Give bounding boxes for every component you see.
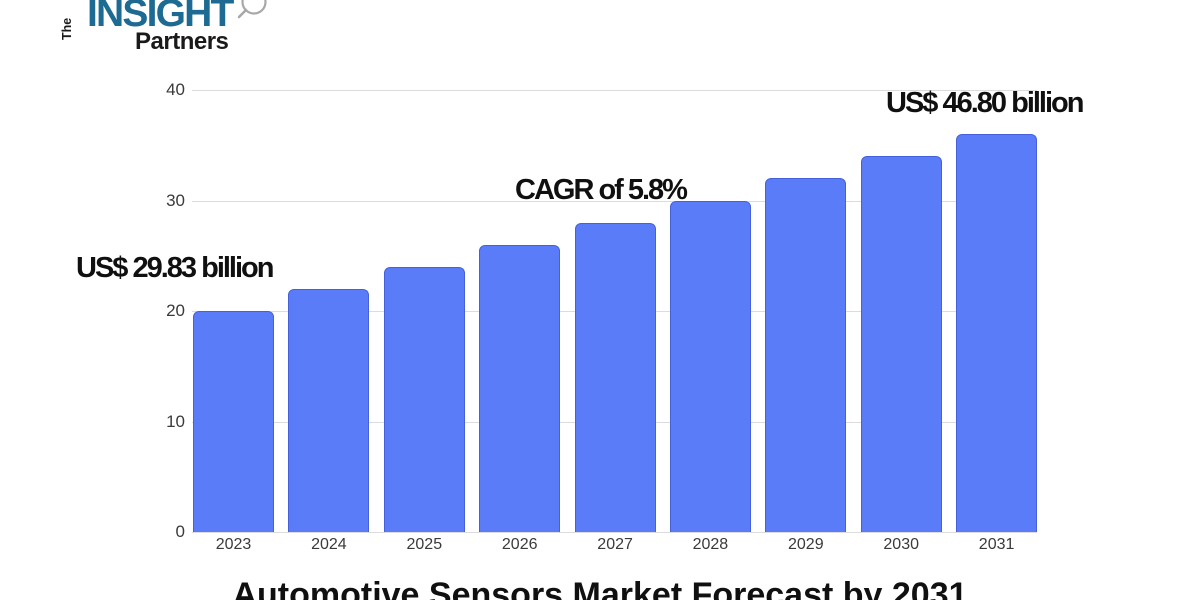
svg-text:Partners: Partners [135,28,229,55]
svg-text:The: The [60,18,74,40]
